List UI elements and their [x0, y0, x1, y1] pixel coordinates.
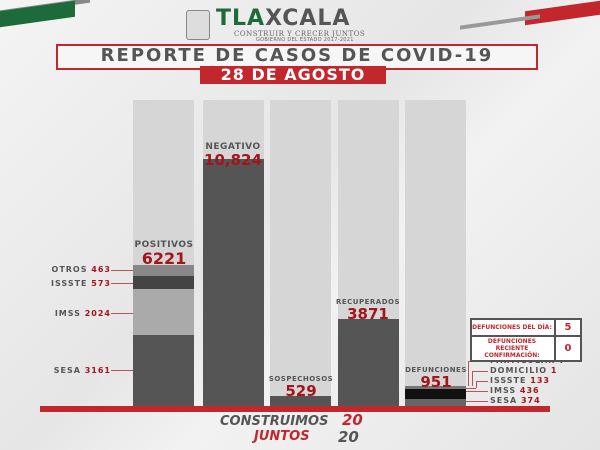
label-positivos: POSITIVOS [134, 240, 194, 250]
leader-line [466, 388, 476, 389]
bar-positivos-issste [133, 275, 194, 289]
leader-line [466, 401, 488, 402]
bar-defunciones-imss [405, 389, 466, 400]
deaths-recent-value: 0 [554, 337, 580, 360]
label-defunciones: DEFUNCIONES [405, 366, 467, 374]
positivos-sesa-label: SESA 3161 [53, 366, 111, 375]
leader-line [472, 371, 473, 386]
baseline [40, 406, 550, 412]
leader-line [466, 391, 488, 392]
defunciones-domicilio-label: DOMICILIO 1 [490, 366, 558, 375]
footer-line2: JUNTOS [254, 429, 310, 444]
value-defunciones: 951 [420, 373, 452, 391]
positivos-issste-label: ISSSTE 573 [51, 279, 111, 288]
value-sospechosos: 529 [285, 382, 317, 400]
leader-line [111, 283, 133, 284]
footer-year1: 20 [342, 411, 363, 429]
deaths-today-label: DEFUNCIONES DEL DÍA: [472, 324, 552, 331]
leader-line [111, 270, 133, 271]
positivos-otros-label: OTROS 463 [51, 265, 111, 274]
leader-line [476, 381, 477, 388]
deaths-table: DEFUNCIONES DEL DÍA: 5 DEFUNCIONES RECIE… [470, 318, 582, 362]
leader-line [111, 370, 133, 371]
positivos-imss-label: IMSS 2024 [54, 309, 111, 318]
value-negativo: 10,824 [204, 151, 262, 169]
government-line: GOBIERNO DEL ESTADO 2017-2021 [256, 37, 354, 43]
column-negativo [203, 100, 264, 408]
footer-line1: CONSTRUIMOS [220, 414, 329, 429]
bar-negativo [203, 159, 264, 408]
defunciones-issste-label: ISSSTE 133 [490, 376, 550, 385]
deaths-table-row: DEFUNCIONES DEL DÍA: 5 [472, 320, 580, 335]
column-recuperados [338, 100, 399, 408]
defunciones-imss-label: IMSS 436 [490, 386, 540, 395]
value-recuperados: 3871 [347, 305, 389, 323]
column-positivos [133, 100, 194, 408]
column-defunciones [405, 100, 466, 408]
footer-logo: CONSTRUIMOS JUNTOS 20 20 [220, 413, 380, 447]
bar-positivos-imss [133, 288, 194, 336]
crest-icon [186, 10, 210, 40]
label-recuperados: RECUPERADOS [335, 298, 400, 306]
value-positivos: 6221 [141, 249, 187, 268]
column-sospechosos [270, 100, 331, 408]
slogan: CONSTRUIR Y CRECER JUNTOS [234, 30, 366, 38]
leader-line [476, 381, 488, 382]
bar-defunciones-sesa [405, 399, 466, 408]
bar-positivos-sesa [133, 335, 194, 408]
label-negativo: NEGATIVO [205, 142, 261, 152]
label-sospechosos: SOSPECHOSOS [268, 375, 334, 383]
bar-defunciones-issste [405, 386, 466, 390]
defunciones-sesa-label: SESA 374 [490, 396, 541, 405]
footer-year2: 20 [338, 428, 359, 446]
leader-line [111, 313, 133, 314]
deaths-recent-label: DEFUNCIONES RECIENTE CONFIRMACIÓN: [484, 338, 540, 359]
decor-stripe-red [525, 0, 600, 26]
leader-line [472, 371, 488, 372]
leader-line [468, 361, 469, 386]
brand-name: TLAXCALA [216, 6, 351, 31]
bar-positivos-otros [133, 265, 194, 276]
deaths-today-value: 5 [554, 320, 580, 335]
tlaxcala-logo: TLAXCALA CONSTRUIR Y CRECER JUNTOS GOBIE… [186, 8, 416, 44]
bar-sospechosos [270, 395, 331, 408]
report-date: 28 DE AGOSTO [200, 66, 386, 84]
bar-recuperados [338, 319, 399, 408]
deaths-table-row: DEFUNCIONES RECIENTE CONFIRMACIÓN: 0 [472, 337, 580, 360]
